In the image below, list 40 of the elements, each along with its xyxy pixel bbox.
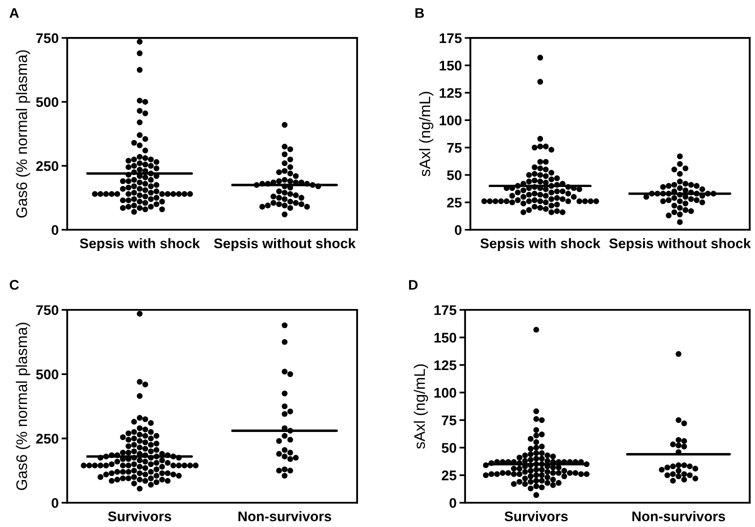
y-tick-label: 175 <box>434 305 456 316</box>
y-tick-label: 75 <box>447 143 462 153</box>
y-tick-label: 0 <box>450 498 456 508</box>
y-axis-title: Gas6 (% normal plasma) <box>16 322 30 490</box>
x-tick-label: Sepsis without shock <box>609 238 751 252</box>
y-tick-label: 150 <box>434 332 456 343</box>
x-tick-label: Non-survivors <box>238 511 332 522</box>
y-axis-title: Gas6 (% normal plasma) <box>16 50 30 218</box>
y-axis-title: sAxl (ng/mL) <box>414 364 428 449</box>
y-tick-label: 0 <box>52 498 58 508</box>
x-tick-label: Sepsis without shock <box>214 238 356 252</box>
y-tick-label: 175 <box>440 33 462 44</box>
y-tick-label: 125 <box>434 360 456 370</box>
chart-title: C <box>10 280 19 290</box>
x-tick-label: Survivors <box>108 511 172 522</box>
x-tick-label: Survivors <box>504 511 568 522</box>
y-tick-label: 125 <box>440 88 462 98</box>
y-tick-label: 50 <box>447 170 462 180</box>
y-tick-label: 150 <box>440 60 462 71</box>
chart-title: D <box>409 280 418 290</box>
y-axis-title: sAxl (ng/mL) <box>419 92 434 176</box>
y-tick-label: 100 <box>434 388 456 398</box>
y-tick-label: 250 <box>36 161 58 171</box>
y-tick-label: 50 <box>442 442 456 453</box>
x-tick-label: Sepsis with shock <box>80 238 200 252</box>
y-tick-label: 750 <box>36 33 58 44</box>
y-tick-label: 750 <box>36 305 58 316</box>
y-tick-label: 25 <box>447 198 462 208</box>
x-tick-label: Non-survivors <box>632 511 726 522</box>
y-tick-label: 0 <box>454 225 462 235</box>
chart-title: B <box>415 8 424 18</box>
y-tick-label: 100 <box>440 115 462 126</box>
y-tick-label: 75 <box>442 416 456 426</box>
y-tick-label: 500 <box>36 370 58 380</box>
y-tick-label: 250 <box>36 434 58 444</box>
y-tick-label: 0 <box>52 225 58 235</box>
chart-title: A <box>10 8 19 18</box>
x-tick-label: Sepsis with shock <box>480 238 600 252</box>
y-tick-label: 25 <box>442 470 456 480</box>
y-tick-label: 500 <box>36 97 58 108</box>
